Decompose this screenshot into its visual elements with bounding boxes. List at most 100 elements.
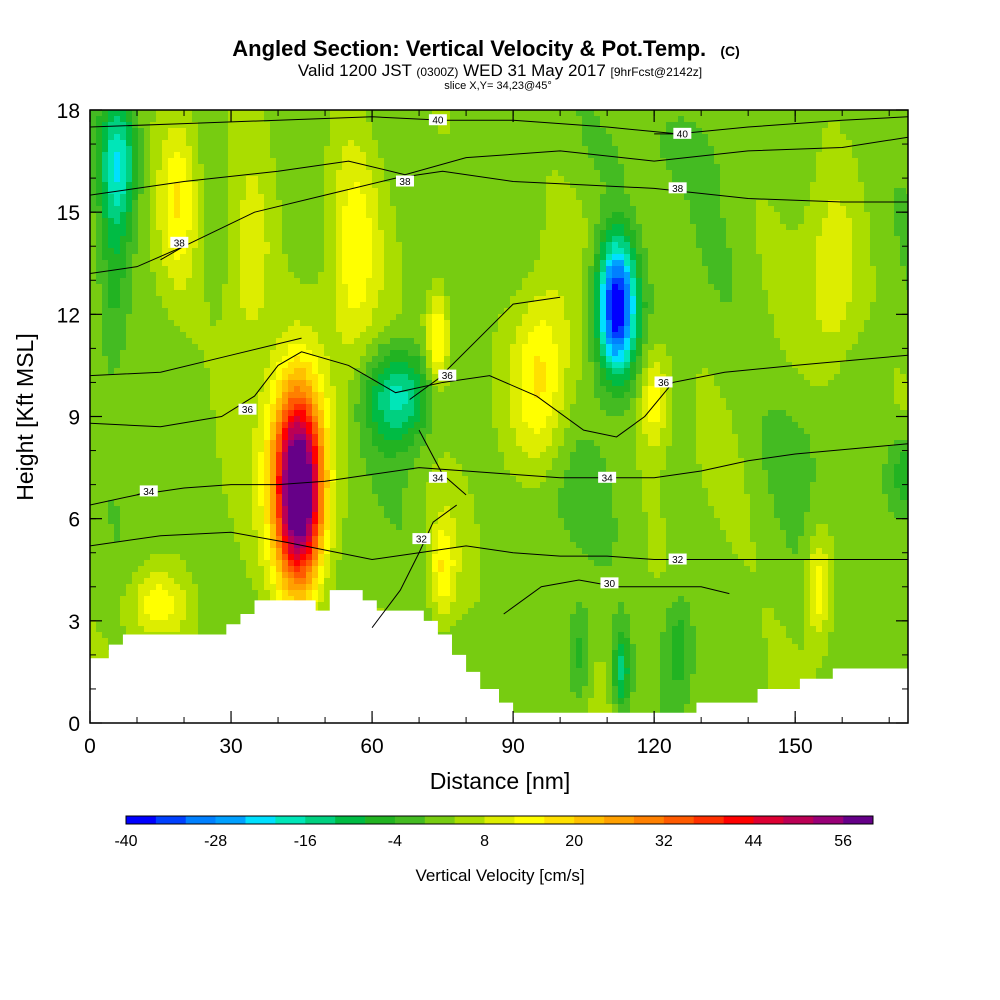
velocity-cell [318, 464, 325, 471]
velocity-cell [276, 584, 283, 591]
velocity-cell [138, 566, 145, 573]
velocity-cell [150, 476, 157, 483]
velocity-cell [186, 284, 193, 291]
velocity-cell [204, 584, 211, 591]
velocity-cell [126, 374, 133, 381]
velocity-cell [234, 506, 241, 513]
velocity-cell [90, 128, 97, 135]
velocity-cell [246, 446, 253, 453]
velocity-cell [258, 428, 265, 435]
velocity-cell [288, 482, 295, 489]
velocity-cell [342, 482, 349, 489]
velocity-cell [288, 242, 295, 249]
velocity-cell [258, 566, 265, 573]
velocity-cell [222, 542, 229, 549]
velocity-cell [300, 308, 307, 315]
velocity-cell [372, 344, 379, 351]
velocity-cell [330, 290, 337, 297]
velocity-cell [264, 374, 271, 381]
velocity-cell [312, 230, 319, 237]
velocity-cell [198, 230, 205, 237]
velocity-cell [360, 452, 367, 459]
velocity-cell [288, 158, 295, 165]
velocity-cell [174, 212, 181, 219]
velocity-cell [210, 350, 217, 357]
velocity-cell [342, 488, 349, 495]
velocity-cell [300, 260, 307, 267]
velocity-cell [276, 224, 283, 231]
velocity-cell [318, 434, 325, 441]
velocity-cell [354, 488, 361, 495]
velocity-cell [354, 140, 361, 147]
velocity-cell [258, 278, 265, 285]
velocity-cell [150, 350, 157, 357]
velocity-cell [192, 134, 199, 141]
velocity-cell [108, 578, 115, 585]
velocity-cell [162, 128, 169, 135]
velocity-cell [306, 350, 313, 357]
velocity-cell [192, 596, 199, 603]
velocity-cell [222, 434, 229, 441]
velocity-cell [126, 536, 133, 543]
velocity-cell [366, 542, 373, 549]
velocity-cell [360, 146, 367, 153]
velocity-cell [252, 470, 259, 477]
velocity-cell [318, 368, 325, 375]
velocity-cell [378, 326, 385, 333]
velocity-cell [306, 452, 313, 459]
velocity-cell [324, 176, 331, 183]
velocity-cell [204, 314, 211, 321]
velocity-cell [162, 512, 169, 519]
velocity-cell [342, 272, 349, 279]
velocity-cell [162, 452, 169, 459]
velocity-cell [204, 512, 211, 519]
velocity-cell [354, 536, 361, 543]
velocity-cell [144, 290, 151, 297]
velocity-cell [234, 326, 241, 333]
velocity-cell [174, 350, 181, 357]
velocity-cell [282, 308, 289, 315]
velocity-cell [300, 302, 307, 309]
velocity-cell [378, 320, 385, 327]
velocity-cell [354, 368, 361, 375]
velocity-cell [150, 368, 157, 375]
velocity-cell [168, 548, 175, 555]
velocity-cell [180, 296, 187, 303]
velocity-cell [300, 152, 307, 159]
velocity-cell [180, 254, 187, 261]
velocity-cell [330, 110, 337, 117]
velocity-cell [174, 290, 181, 297]
velocity-cell [306, 512, 313, 519]
velocity-cell [96, 458, 103, 465]
velocity-cell [216, 122, 223, 129]
velocity-cell [234, 164, 241, 171]
velocity-cell [306, 440, 313, 447]
velocity-cell [318, 134, 325, 141]
velocity-cell [228, 164, 235, 171]
velocity-cell [204, 542, 211, 549]
velocity-cell [132, 560, 139, 567]
velocity-cell [150, 110, 157, 117]
velocity-cell [150, 284, 157, 291]
velocity-cell [258, 404, 265, 411]
velocity-cell [132, 368, 139, 375]
velocity-cell [216, 374, 223, 381]
velocity-cell [252, 128, 259, 135]
velocity-cell [246, 518, 253, 525]
velocity-cell [252, 248, 259, 255]
velocity-cell [246, 110, 253, 117]
velocity-cell [378, 284, 385, 291]
velocity-cell [108, 632, 115, 639]
velocity-cell [132, 434, 139, 441]
velocity-cell [306, 326, 313, 333]
velocity-cell [180, 584, 187, 591]
velocity-cell [204, 350, 211, 357]
velocity-cell [330, 374, 337, 381]
velocity-cell [108, 410, 115, 417]
velocity-cell [162, 278, 169, 285]
velocity-cell [174, 188, 181, 195]
velocity-cell [276, 572, 283, 579]
velocity-cell [132, 170, 139, 177]
velocity-cell [270, 128, 277, 135]
velocity-cell [294, 572, 301, 579]
